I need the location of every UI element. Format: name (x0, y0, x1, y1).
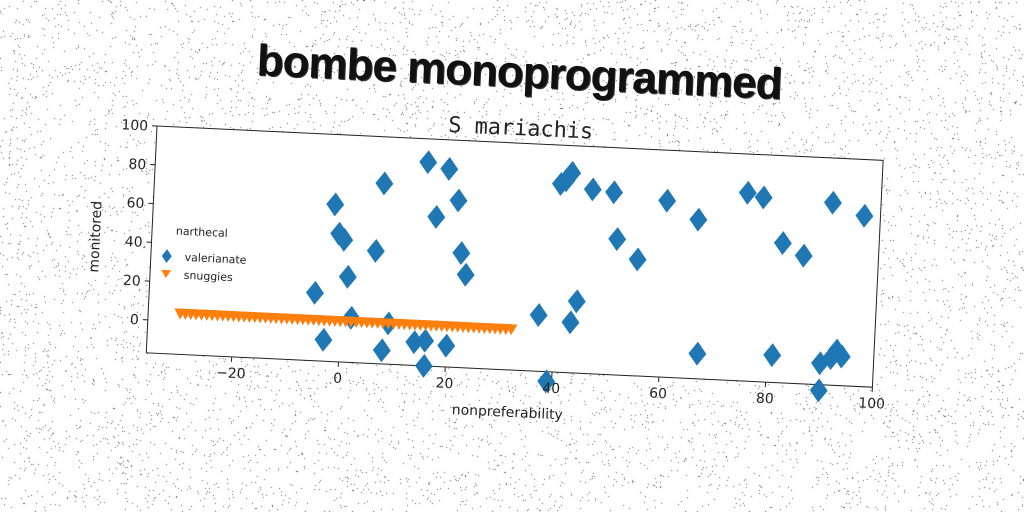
point-valerianate (827, 338, 846, 363)
legend: narthecal valerianate snuggies (161, 225, 247, 284)
point-valerianate (561, 310, 580, 335)
point-valerianate (416, 328, 435, 353)
x-tick-label: −20 (216, 365, 246, 382)
legend-label-valerianate: valerianate (184, 251, 247, 267)
point-valerianate (605, 180, 624, 205)
point-valerianate (437, 333, 456, 358)
y-tick-label: 100 (121, 117, 148, 134)
point-valerianate (855, 203, 874, 228)
point-valerianate (537, 369, 556, 394)
point-valerianate (738, 180, 757, 205)
x-tick-label: 80 (756, 391, 774, 408)
point-valerianate (563, 160, 582, 185)
point-valerianate (440, 157, 459, 181)
point-valerianate (414, 354, 433, 378)
point-valerianate (427, 204, 446, 229)
point-valerianate (314, 327, 333, 352)
legend-marker-snuggies (161, 269, 172, 278)
y-axis-ticks: 0 20 40 60 80 100 (121, 117, 158, 328)
x-axis-ticks: −20 0 20 40 60 80 100 (216, 356, 885, 413)
point-valerianate (794, 243, 813, 268)
y-tick-label: 80 (128, 156, 146, 173)
y-tick-label: 20 (123, 273, 141, 290)
point-valerianate (824, 190, 842, 215)
point-valerianate (375, 171, 394, 196)
point-valerianate (809, 378, 828, 403)
x-tick-label: 60 (649, 386, 667, 403)
legend-label-snuggies: snuggies (184, 269, 234, 284)
point-valerianate (754, 185, 773, 210)
point-valerianate (529, 303, 548, 327)
point-valerianate (608, 227, 627, 252)
point-snuggies (505, 324, 518, 336)
point-valerianate (372, 338, 391, 363)
point-valerianate (763, 343, 782, 368)
point-valerianate (338, 264, 357, 289)
y-axis-label: monitored (86, 201, 105, 273)
point-valerianate (688, 341, 707, 366)
x-tick-label: 100 (858, 395, 885, 412)
point-valerianate (335, 227, 354, 252)
chart-title: S mariachis (448, 113, 594, 145)
point-valerianate (658, 188, 677, 213)
point-valerianate (832, 344, 851, 369)
point-valerianate (366, 239, 385, 263)
y-tick-label: 0 (130, 312, 140, 328)
point-valerianate (452, 241, 471, 266)
point-valerianate (456, 262, 475, 287)
point-valerianate (405, 330, 424, 355)
legend-marker-valerianate (161, 249, 172, 264)
point-valerianate (583, 177, 602, 202)
point-valerianate (689, 207, 708, 232)
point-valerianate (306, 280, 324, 305)
legend-title: narthecal (176, 225, 228, 240)
x-axis-label: nonpreferability (451, 402, 563, 423)
plot-group: −20 0 20 40 60 80 100 0 20 40 60 80 100 S mariachis… (86, 113, 885, 424)
x-tick-label: 0 (333, 371, 343, 387)
point-valerianate (567, 289, 586, 314)
point-valerianate (330, 221, 349, 246)
y-tick-label: 40 (124, 234, 142, 251)
point-valerianate (419, 150, 438, 175)
x-tick-label: 20 (435, 375, 453, 392)
x-tick-label: 40 (542, 380, 560, 397)
point-valerianate (326, 192, 345, 217)
y-tick-label: 60 (126, 195, 144, 212)
points-layer (174, 150, 874, 403)
point-valerianate (773, 231, 792, 255)
point-valerianate (628, 247, 647, 272)
point-valerianate (449, 188, 468, 213)
